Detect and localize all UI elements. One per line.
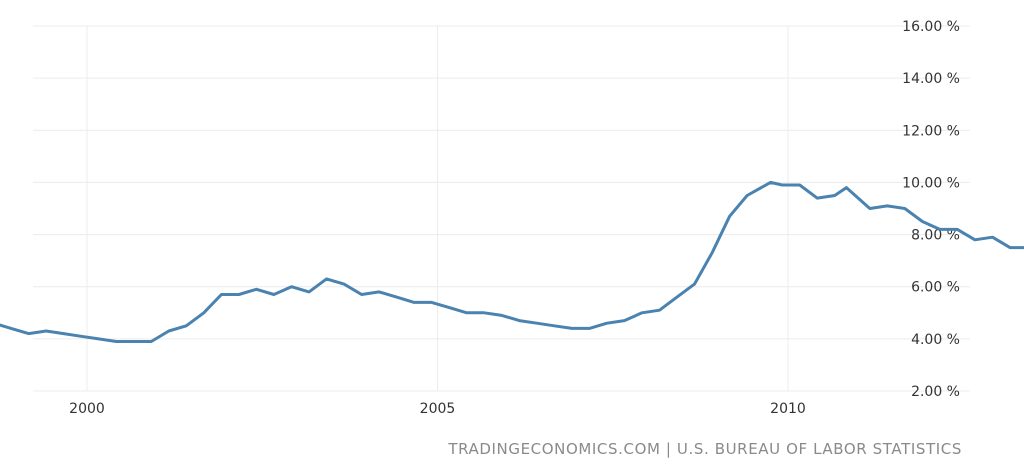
x-tick-label: 2000 [69,401,105,417]
source-credit: TRADINGECONOMICS.COM | U.S. BUREAU OF LA… [448,440,962,458]
y-tick-label: 10.00 % [902,175,960,191]
y-tick-label: 12.00 % [902,123,960,139]
grid-lines [33,25,970,392]
x-tick-label: 2005 [420,401,456,417]
x-axis-ticks: 20002005201020152020 [69,401,806,417]
series-line-unemployment [0,180,1024,343]
y-tick-label: 6.00 % [911,280,960,296]
y-tick-label: 2.00 % [911,384,960,400]
y-tick-label: 4.00 % [911,332,960,348]
y-axis-ticks: 2.00 % 4.00 % 6.00 % 8.00 % 10.00 % 12.00 % 14… [902,19,960,400]
y-tick-label: 16.00 % [902,19,960,35]
y-tick-label: 14.00 % [902,71,960,87]
x-tick-label: 2010 [770,401,806,417]
y-tick-label: 8.00 % [911,228,960,244]
